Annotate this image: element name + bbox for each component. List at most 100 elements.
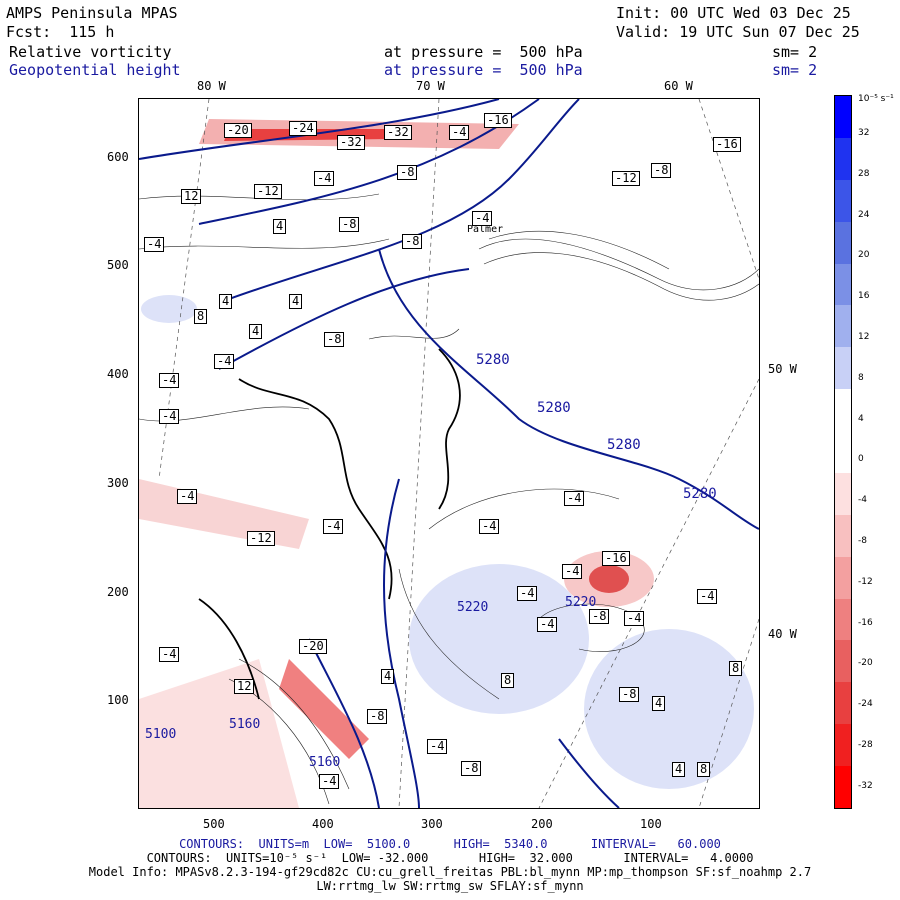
- init-time: Init: 00 UTC Wed 03 Dec 25: [616, 4, 851, 22]
- vorticity-label: -8: [651, 163, 672, 178]
- footer-vorticity-contours: CONTOURS: UNITS=10⁻⁵ s⁻¹ LOW= -32.000 HI…: [146, 851, 754, 865]
- forecast-hour: Fcst: 115 h: [6, 23, 115, 41]
- vorticity-label: -20: [299, 639, 327, 654]
- vorticity-label: -20: [224, 123, 252, 138]
- x-tick-400: 400: [312, 817, 334, 831]
- height-label: 5280: [683, 486, 717, 502]
- vorticity-label: -4: [159, 647, 180, 662]
- colorbar-tick-label: -12: [858, 576, 873, 587]
- x-tick-300: 300: [421, 817, 443, 831]
- field2-smoothing: sm= 2: [772, 61, 818, 79]
- vorticity-label: 4: [219, 294, 233, 309]
- vorticity-label: -12: [612, 171, 640, 186]
- colorbar-segment: [835, 263, 851, 306]
- colorbar-segment: [835, 305, 851, 348]
- model-title: AMPS Peninsula MPAS: [6, 4, 178, 22]
- vorticity-label: -4: [214, 354, 235, 369]
- height-label: 5160: [229, 717, 261, 732]
- vorticity-label: -16: [713, 137, 741, 152]
- colorbar-tick-label: 24: [858, 209, 870, 220]
- positive-vorticity-area: [584, 629, 754, 789]
- colorbar-segment: [835, 431, 851, 474]
- vorticity-label: -4: [449, 125, 470, 140]
- height-label: 5220: [565, 595, 597, 610]
- vorticity-label: -4: [323, 519, 344, 534]
- height-label: 5280: [537, 400, 571, 416]
- vorticity-label: -4: [159, 409, 180, 424]
- colorbar-segment: [835, 472, 851, 516]
- vorticity-label: -4: [314, 171, 335, 186]
- vorticity-label: 4: [289, 294, 303, 309]
- colorbar-segment: [835, 766, 851, 809]
- vorticity-label: 4: [672, 762, 686, 777]
- height-label: 5220: [457, 600, 489, 615]
- vorticity-label: -24: [289, 121, 317, 136]
- colorbar-tick-label: -28: [858, 740, 873, 750]
- colorbar-tick-label: 16: [858, 291, 870, 302]
- vorticity-label: -8: [324, 332, 345, 347]
- colorbar-tick-label: -8: [858, 536, 867, 546]
- y-tick-600: 600: [107, 150, 129, 164]
- footer-model-info-2: LW:rrtmg_lw SW:rrtmg_sw SFLAY:sf_mynn: [316, 879, 584, 893]
- colorbar-segment: [835, 137, 851, 181]
- vorticity-label: 4: [249, 324, 263, 339]
- graticule: [158, 99, 759, 808]
- lon-label-70w: 70 W: [416, 79, 445, 93]
- vorticity-label: -8: [397, 165, 418, 180]
- vorticity-label: -12: [254, 184, 282, 199]
- field2-level: at pressure = 500 hPa: [384, 61, 583, 79]
- vorticity-label: -4: [697, 589, 718, 604]
- y-tick-100: 100: [107, 693, 129, 707]
- colorbar-segment: [835, 682, 851, 725]
- vorticity-label: -8: [339, 217, 360, 232]
- height-label: 5280: [476, 352, 510, 368]
- colorbar-segment: [835, 724, 851, 767]
- colorbar-segment: [835, 598, 851, 641]
- vorticity-label: -8: [367, 709, 388, 724]
- x-tick-200: 200: [531, 817, 553, 831]
- colorbar-segment: [835, 221, 851, 265]
- colorbar-tick-label: 28: [858, 168, 870, 179]
- vorticity-label: -4: [624, 611, 645, 626]
- positive-vorticity-area: [141, 295, 197, 323]
- colorbar-segment: [835, 179, 851, 223]
- colorbar-segment: [835, 389, 851, 432]
- vorticity-label: -12: [247, 531, 275, 546]
- colorbar-segment: [835, 640, 851, 683]
- vorticity-label: -8: [461, 761, 482, 776]
- negative-vorticity-band: [279, 659, 369, 759]
- vorticity-label: 8: [697, 762, 711, 777]
- vorticity-label: -4: [564, 491, 585, 506]
- lon-label-60w: 60 W: [664, 79, 693, 93]
- vorticity-label: -4: [562, 564, 583, 579]
- field1-level: at pressure = 500 hPa: [384, 43, 583, 61]
- colorbar-segment: [835, 514, 851, 558]
- vorticity-label: 4: [273, 219, 287, 234]
- colorbar-segment: [835, 556, 851, 600]
- vorticity-label: 12: [234, 679, 255, 694]
- lon-label-50w: 50 W: [768, 362, 797, 376]
- negative-vorticity-core: [589, 565, 629, 593]
- height-label: 5100: [145, 727, 177, 742]
- lon-label-80w: 80 W: [197, 79, 226, 93]
- x-tick-500: 500: [203, 817, 225, 831]
- negative-vorticity-band: [139, 479, 309, 549]
- vorticity-map: [139, 99, 759, 808]
- vorticity-label: -4: [177, 489, 198, 504]
- vorticity-label: -4: [319, 774, 340, 789]
- vorticity-label: -4: [472, 211, 493, 226]
- vorticity-label: -16: [484, 113, 512, 128]
- vorticity-label: -8: [402, 234, 423, 249]
- vorticity-label: 12: [181, 189, 202, 204]
- field2-name: Geopotential height: [9, 61, 181, 79]
- station-label-palmer: Palmer: [467, 224, 504, 235]
- map-panel: Palmer 5280 5280 5280 5280 5160 5160 522…: [138, 98, 760, 809]
- colorbar-tick-label: 4: [858, 413, 864, 424]
- x-tick-100: 100: [640, 817, 662, 831]
- y-tick-500: 500: [107, 258, 129, 272]
- vorticity-label: -4: [517, 586, 538, 601]
- lon-label-40w: 40 W: [768, 627, 797, 641]
- footer-model-info: Model Info: MPASv8.2.3-194-gf29cd82c CU:…: [88, 865, 812, 879]
- field1-smoothing: sm= 2: [772, 43, 818, 61]
- vorticity-label: -4: [159, 373, 180, 388]
